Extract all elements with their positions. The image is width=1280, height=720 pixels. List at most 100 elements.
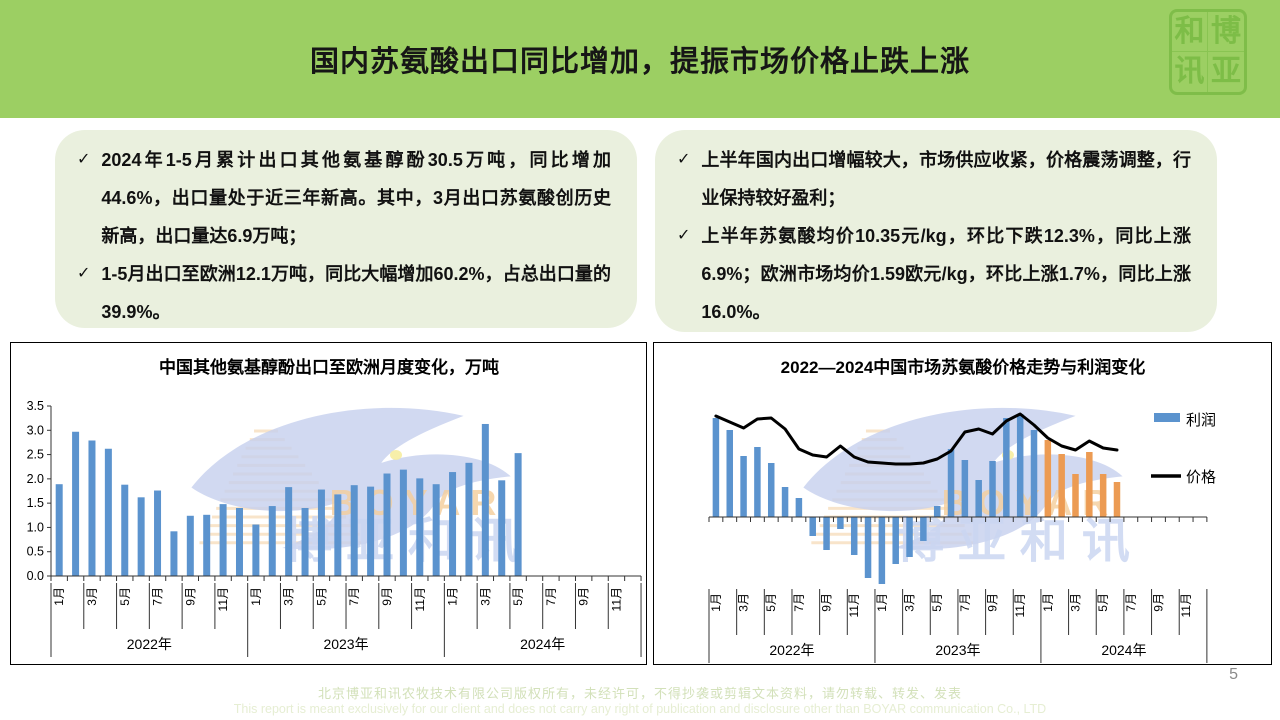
bar	[88, 440, 96, 576]
bar	[121, 484, 129, 576]
bar	[850, 517, 858, 555]
bullet-item: ✓ 2024年1-5月累计出口其他氨基醇酚30.5万吨，同比增加44.6%，出口…	[77, 141, 611, 255]
bullet-text: 1-5月出口至欧洲12.1万吨，同比大幅增加60.2%，占总出口量的39.9%。	[101, 264, 611, 322]
bar	[186, 515, 194, 576]
bar	[712, 418, 720, 517]
y-tick-label: 2.0	[27, 472, 44, 486]
month-tick-label: 9月	[577, 587, 591, 606]
bar	[285, 487, 293, 576]
bar	[301, 508, 309, 576]
year-label: 2023年	[323, 636, 368, 652]
month-tick-label: 7月	[544, 587, 558, 606]
bar	[235, 508, 243, 576]
month-tick-label: 7月	[1124, 593, 1138, 612]
y-tick-label: 3.0	[27, 423, 44, 437]
bar	[481, 423, 489, 576]
chart-export-europe: 中国其他氨基醇酚出口至欧洲月度变化，万吨BOYAR博亚和讯0.00.51.01.…	[10, 342, 647, 665]
bar	[498, 480, 506, 576]
slide-title: 国内苏氨酸出口同比增加，提振市场价格止跌上涨	[309, 46, 970, 78]
x-axis: 1月 3月 5月 7月 9月 11月 2022年 1月 3月 5月 7月 9月 11月 2023年 1月 3月…	[708, 516, 1208, 663]
month-tick-label: 11月	[216, 587, 230, 611]
month-tick-label: 1月	[52, 587, 66, 606]
bar	[975, 480, 982, 517]
month-tick-label: 9月	[183, 587, 197, 606]
month-tick-label: 7月	[958, 593, 972, 612]
seal-char: 和	[1172, 12, 1208, 52]
month-tick-label: 5月	[764, 593, 778, 612]
month-tick-label: 11月	[413, 587, 427, 611]
checkmark-icon: ✓	[77, 151, 91, 168]
bar	[933, 506, 941, 517]
bullet-text: 上半年国内出口增幅较大，市场供应收紧，价格震荡调整，行业保持较好盈利；	[701, 150, 1191, 208]
month-tick-label: 3月	[903, 593, 917, 612]
y-tick-label: 1.0	[27, 520, 44, 534]
copyright-footer: 北京博亚和讯农牧技术有限公司版权所有，未经许可，不得抄袭或剪辑文本资料，请勿转载…	[0, 683, 1280, 716]
seal-char: 博	[1208, 12, 1244, 52]
bar	[767, 463, 775, 517]
y-tick-label: 0.0	[27, 569, 44, 583]
price-line	[714, 412, 1119, 466]
chart-price-profit: 2022—2024中国市场苏氨酸价格走势与利润变化 BOYAR 博亚和讯 1月 3月 5月…	[653, 342, 1272, 665]
bar	[961, 460, 969, 517]
bar	[740, 456, 747, 517]
bullet-text: 2024年1-5月累计出口其他氨基醇酚30.5万吨，同比增加44.6%，出口量处…	[101, 150, 611, 246]
chart-title: 中国其他氨基醇酚出口至欧洲月度变化，万吨	[159, 357, 499, 377]
bar	[947, 449, 955, 517]
month-tick-label: 11月	[1013, 593, 1027, 617]
bar	[72, 431, 80, 576]
page-number: 5	[1229, 666, 1238, 683]
month-tick-label: 5月	[314, 587, 328, 606]
bar	[399, 469, 407, 576]
bar	[367, 486, 375, 576]
bar	[809, 517, 816, 536]
bar	[334, 494, 342, 576]
seal-char: 讯	[1172, 52, 1208, 92]
month-tick-label: 7月	[151, 587, 165, 606]
bar	[837, 517, 844, 529]
month-tick-label: 1月	[249, 587, 263, 606]
bar	[989, 461, 996, 517]
month-tick-label: 11月	[1179, 593, 1193, 617]
bar	[416, 478, 424, 576]
boyar-seal-logo: 和 博 讯 亚	[1169, 9, 1247, 95]
footer-line-en: This report is meant exclusively for our…	[233, 702, 1047, 716]
y-tick-label: 1.5	[27, 496, 44, 510]
bar	[154, 490, 162, 576]
bar	[1016, 414, 1024, 517]
profit-bars	[712, 414, 1121, 584]
year-label: 2024年	[520, 636, 565, 652]
bar	[1099, 474, 1107, 517]
month-tick-label: 3月	[478, 587, 492, 606]
bar	[726, 430, 733, 517]
month-tick-label: 1月	[875, 593, 889, 612]
summary-box-price: ✓ 上半年国内出口增幅较大，市场供应收紧，价格震荡调整，行业保持较好盈利； ✓ …	[655, 130, 1217, 332]
bar	[920, 517, 927, 541]
checkmark-icon: ✓	[677, 151, 691, 168]
bar	[781, 487, 789, 517]
chart-title: 2022—2024中国市场苏氨酸价格走势与利润变化	[781, 357, 1146, 377]
month-tick-label: 7月	[347, 587, 361, 606]
month-tick-label: 7月	[792, 593, 806, 612]
bar	[137, 497, 145, 576]
summary-box-export: ✓ 2024年1-5月累计出口其他氨基醇酚30.5万吨，同比增加44.6%，出口…	[55, 130, 637, 328]
bar	[252, 524, 260, 576]
bar	[104, 448, 112, 576]
bar	[1086, 452, 1093, 517]
year-label: 2022年	[769, 642, 814, 658]
export-bars	[55, 423, 522, 576]
month-tick-label: 5月	[511, 587, 525, 606]
bar	[892, 517, 899, 564]
month-tick-label: 5月	[1096, 593, 1110, 612]
year-label: 2022年	[127, 636, 172, 652]
header-band: 国内苏氨酸出口同比增加，提振市场价格止跌上涨	[0, 0, 1280, 118]
month-tick-label: 9月	[380, 587, 394, 606]
bar	[823, 517, 830, 550]
seal-char: 亚	[1211, 55, 1241, 88]
bar	[1003, 418, 1010, 517]
month-tick-label: 1月	[446, 587, 460, 606]
checkmark-icon: ✓	[677, 227, 691, 244]
legend-profit-swatch	[1154, 413, 1180, 422]
month-tick-label: 1月	[709, 593, 723, 612]
y-tick-label: 0.5	[27, 545, 44, 559]
